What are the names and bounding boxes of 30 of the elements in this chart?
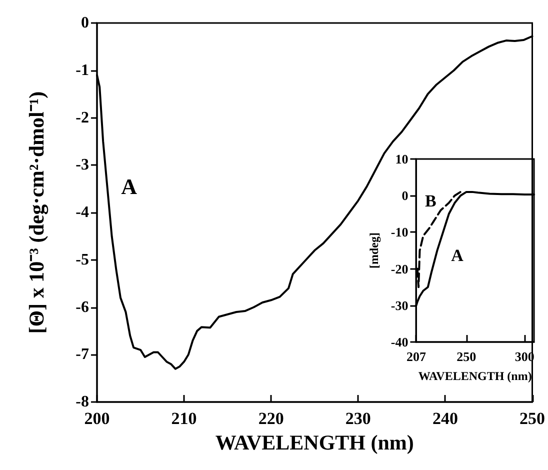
x-tick-label: 210 <box>171 409 197 428</box>
y-tick-label: -40 <box>390 334 408 350</box>
x-tick-label: 240 <box>432 409 458 428</box>
x-tick-label: 250 <box>520 409 545 428</box>
x-axis-title: WAVELENGTH (nm) <box>418 369 532 383</box>
y-tick-label: -20 <box>390 261 408 276</box>
series-label: A <box>451 246 464 265</box>
x-tick-label: 220 <box>258 409 284 428</box>
y-tick-label: -3 <box>76 156 89 174</box>
y-tick-label: -7 <box>76 346 89 364</box>
y-tick-label: -4 <box>76 204 89 221</box>
y-tick-label: -30 <box>390 298 408 313</box>
y-tick-label: -2 <box>76 109 89 126</box>
y-tick-label: -10 <box>390 224 408 240</box>
y-tick-label: 0 <box>402 188 408 204</box>
series-label: B <box>425 192 436 211</box>
x-axis-title: WAVELENGTH (nm) <box>215 430 414 454</box>
y-tick-label: 10 <box>395 152 408 166</box>
series-label: A <box>121 174 138 199</box>
y-tick-label: -5 <box>76 251 89 268</box>
y-tick-label: 0 <box>81 14 89 32</box>
y-axis-title: [Θ] x 10⁻³ (deg·cm²·dmol⁻¹) <box>24 91 48 334</box>
y-tick-label: -8 <box>76 394 89 410</box>
y-axis-title: [mdeg] <box>367 232 381 268</box>
y-tick-label: -6 <box>76 298 89 316</box>
y-tick-label: -1 <box>76 62 89 79</box>
x-tick-label: 250 <box>456 349 476 364</box>
x-tick-label: 207 <box>406 349 426 364</box>
x-tick-label: 230 <box>345 409 371 428</box>
x-tick-label: 200 <box>84 409 110 428</box>
